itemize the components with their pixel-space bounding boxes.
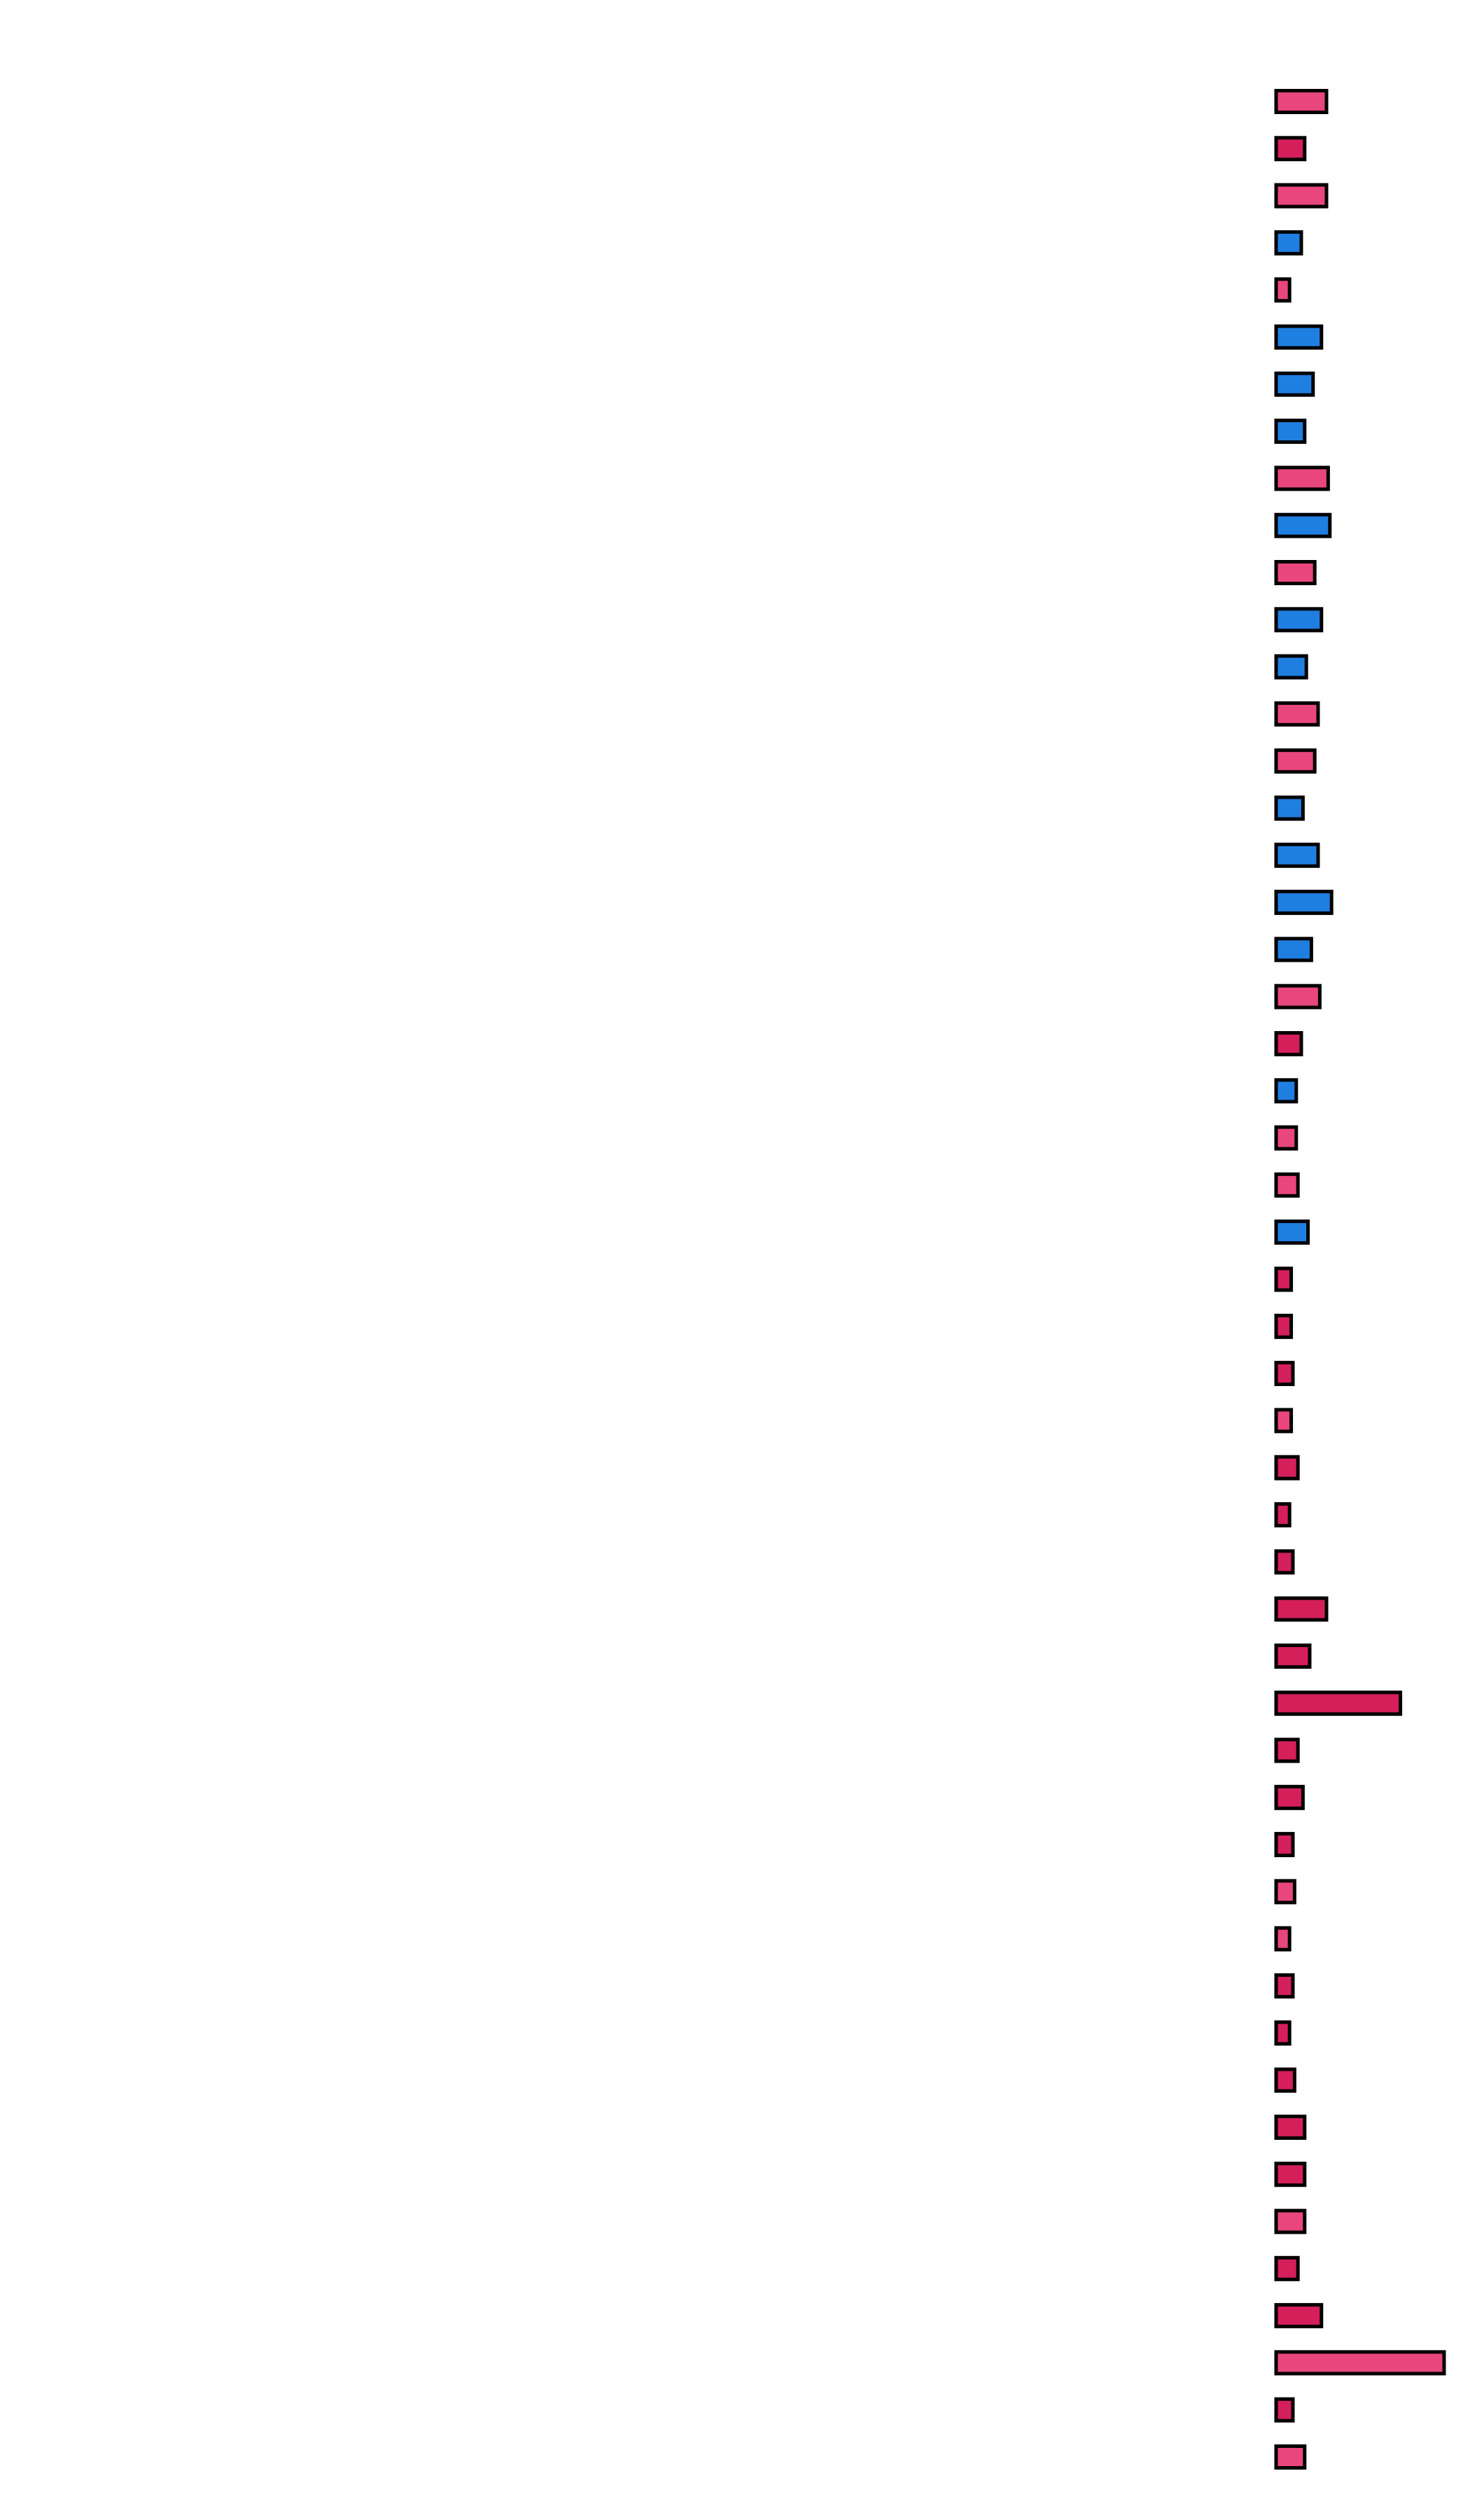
bar-30	[1274, 1455, 1300, 1480]
bar-32	[1274, 1549, 1295, 1575]
bar-12	[1274, 607, 1324, 633]
bar-39	[1274, 1879, 1296, 1905]
bar-36	[1274, 1737, 1300, 1763]
bar-43	[1274, 2067, 1296, 2093]
bar-50	[1274, 2397, 1295, 2423]
bar-4	[1274, 230, 1303, 255]
bar-41	[1274, 1973, 1295, 1998]
bar-15	[1274, 748, 1317, 774]
bar-20	[1274, 983, 1322, 1009]
bar-21	[1274, 1031, 1303, 1056]
bar-49	[1274, 2350, 1446, 2376]
bar-38	[1274, 1832, 1295, 1858]
bar-40	[1274, 1926, 1292, 1952]
bar-24	[1274, 1172, 1300, 1198]
bars-layer	[1274, 89, 1446, 2470]
bar-10	[1274, 512, 1332, 538]
bar-2	[1274, 136, 1307, 162]
bar-51	[1274, 2444, 1307, 2470]
bar-19	[1274, 937, 1313, 962]
bar-3	[1274, 183, 1329, 209]
bar-44	[1274, 2114, 1307, 2140]
bar-6	[1274, 324, 1324, 350]
bar-23	[1274, 1125, 1298, 1151]
bar-28	[1274, 1361, 1295, 1387]
bar-5	[1274, 277, 1292, 303]
bar-11	[1274, 560, 1317, 585]
bar-46	[1274, 2208, 1307, 2234]
bar-37	[1274, 1784, 1305, 1810]
bar-17	[1274, 842, 1320, 868]
bar-25	[1274, 1219, 1310, 1245]
bar-33	[1274, 1596, 1329, 1622]
bar-1	[1274, 89, 1329, 114]
bar-13	[1274, 654, 1308, 680]
bar-35	[1274, 1690, 1403, 1716]
bar-42	[1274, 2020, 1292, 2046]
bar-47	[1274, 2255, 1300, 2281]
bar-31	[1274, 1502, 1292, 1527]
bar-29	[1274, 1408, 1294, 1434]
bar-27	[1274, 1313, 1294, 1339]
bar-48	[1274, 2303, 1324, 2329]
bar-18	[1274, 890, 1334, 916]
bar-14	[1274, 701, 1320, 727]
bar-22	[1274, 1078, 1298, 1104]
bar-7	[1274, 371, 1315, 397]
bar-45	[1274, 2162, 1307, 2188]
bar-16	[1274, 795, 1305, 821]
bar-9	[1274, 465, 1330, 491]
bar-26	[1274, 1266, 1294, 1292]
bar-34	[1274, 1643, 1312, 1669]
bar-8	[1274, 419, 1307, 444]
